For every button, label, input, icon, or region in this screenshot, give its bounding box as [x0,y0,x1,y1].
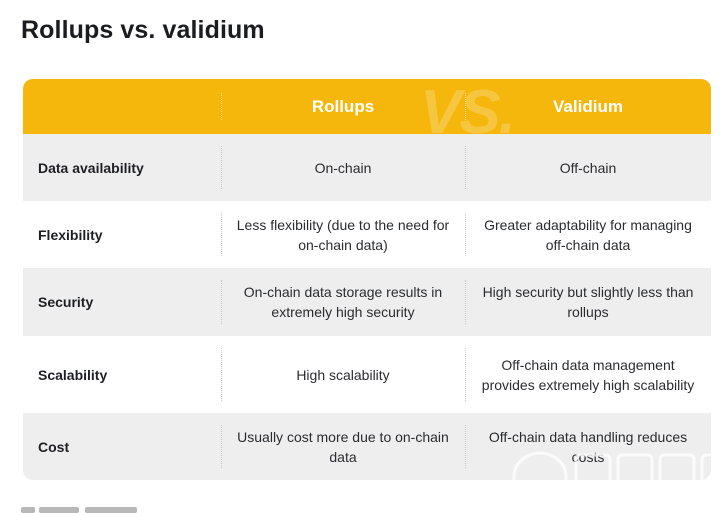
cell-validium: High security but slightly less than rol… [465,268,711,336]
table-row: Data availability On-chain Off-chain [23,134,711,201]
cell-divider [221,348,222,401]
page-title: Rollups vs. validium [21,16,265,44]
cell-divider [465,146,466,189]
cell-text: Off-chain [559,159,617,176]
table-row: Flexibility Less flexibility (due to the… [23,201,711,268]
row-label: Security [38,294,94,310]
cell-rollups: High scalability [221,336,465,413]
table-header-row: VS. Rollups Validium [23,79,711,147]
cell-divider [221,213,222,256]
header-divider [221,93,222,120]
cell-text: On-chain data storage results in extreme… [243,284,443,320]
comparison-table: VS. Rollups Validium Data availability O… [23,79,711,480]
cell-divider [221,146,222,189]
cell-rollups: On-chain [221,134,465,201]
cell-validium: Greater adaptability for managing off-ch… [465,201,711,268]
watermark-logo-icon [512,451,728,505]
row-label: Cost [38,438,70,455]
column-header-validium: Validium [553,96,623,116]
cell-text: Greater adaptability for managing off-ch… [484,216,692,253]
cell-text: High scalability [296,366,390,383]
row-label: Flexibility [38,226,103,243]
table-row: Cost Usually cost more due to on-chain d… [23,413,711,480]
cell-rollups: Less flexibility (due to the need for on… [221,201,465,268]
cell-rollups: On-chain data storage results in extreme… [221,268,465,336]
cell-text: On-chain [314,159,372,176]
cell-divider [465,425,466,468]
cell-divider [465,213,466,256]
cell-divider [221,280,222,324]
cell-text: Usually cost more due to on-chain data [237,428,449,465]
cell-text: High security but slightly less than rol… [482,284,694,320]
header-divider [465,93,466,120]
cell-validium: Off-chain [465,134,711,201]
cell-text: Less flexibility (due to the need for on… [236,216,450,253]
source-caption-clipped [21,504,141,513]
cell-validium: Off-chain data management provides extre… [465,336,711,413]
column-header-rollups: Rollups [311,96,375,116]
table-row: Scalability High scalability Off-chain d… [23,336,711,413]
cell-text: Off-chain data management provides extre… [481,356,695,393]
cell-divider [465,280,466,324]
cell-divider [221,425,222,468]
row-label: Scalability [38,366,108,383]
cell-rollups: Usually cost more due to on-chain data [221,413,465,480]
row-label: Data availability [38,159,144,176]
cell-divider [465,348,466,401]
table-row: Security On-chain data storage results i… [23,268,711,336]
